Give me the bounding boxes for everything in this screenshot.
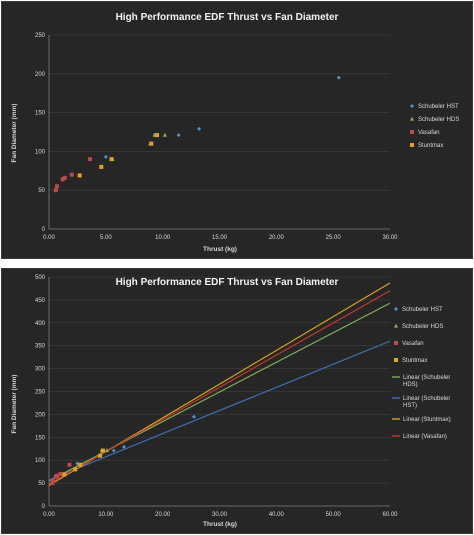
data-point — [162, 132, 167, 137]
y-tick-label: 100 — [35, 149, 46, 155]
data-point — [60, 177, 65, 182]
data-point — [58, 471, 63, 476]
data-point — [191, 414, 196, 419]
data-point — [103, 154, 108, 159]
chart-panel-top: High Performance EDF Thrust vs Fan Diame… — [1, 1, 473, 259]
data-point — [78, 462, 83, 467]
plot-area: 0 50 100 150 200 250 0.00 5.00 10.00 15.00 20.00 25… — [35, 33, 398, 241]
y-tick-label: 0 — [42, 227, 46, 233]
chart-top-svg: High Performance EDF Thrust vs Fan Diame… — [11, 12, 459, 253]
y-axis-title: Fan Diameter (mm) — [11, 104, 18, 163]
data-point — [54, 184, 59, 189]
data-point — [54, 473, 59, 478]
legend-label: Linear (Schubeler HST) — [403, 396, 450, 409]
chart-title: High Performance EDF Thrust vs Fan Diame… — [116, 277, 339, 288]
data-point — [154, 133, 159, 138]
chart-bottom-svg: High Performance EDF Thrust vs Fan Diame… — [11, 275, 451, 528]
chart-title: High Performance EDF Thrust vs Fan Diame… — [116, 12, 339, 23]
x-tick-label: 10.00 — [155, 235, 171, 241]
legend-label: Schubeler HST — [402, 307, 443, 313]
x-tick-label: 20.00 — [269, 235, 285, 241]
x-axis-title: Thrust (kg) — [203, 521, 237, 528]
data-point — [77, 173, 82, 178]
data-point — [336, 75, 341, 80]
x-tick-label: 40.00 — [269, 512, 285, 518]
data-point — [104, 448, 109, 453]
y-tick-label: 350 — [35, 344, 46, 350]
legend-label: Schubeler HDS — [418, 117, 459, 123]
y-tick-label: 200 — [35, 412, 46, 418]
x-tick-label: 10.00 — [98, 512, 114, 518]
y-tick-label: 200 — [35, 72, 46, 78]
x-tick-label: 60.00 — [382, 512, 398, 518]
data-point — [122, 444, 127, 449]
data-point — [53, 188, 58, 193]
data-point — [62, 175, 67, 180]
legend-label: Stuntmax — [418, 143, 443, 149]
data-point — [67, 462, 72, 467]
y-tick-label: 150 — [35, 435, 46, 441]
data-point — [50, 481, 55, 486]
legend-label: Vasafan — [418, 130, 440, 136]
y-tick-label: 500 — [35, 275, 46, 281]
data-point — [99, 164, 104, 169]
x-tick-label: 25.00 — [326, 235, 342, 241]
data-point — [149, 141, 154, 146]
legend-marker — [410, 116, 414, 121]
y-tick-label: 100 — [35, 458, 46, 464]
y-tick-label: 50 — [38, 188, 45, 194]
legend-label: Stuntmax — [402, 358, 427, 364]
data-point — [100, 448, 105, 453]
y-tick-label: 250 — [35, 33, 46, 39]
x-tick-label: 50.00 — [326, 512, 342, 518]
legend-label: Linear (Vasafan) — [403, 434, 447, 440]
legend-marker — [410, 130, 414, 134]
x-tick-label: 30.00 — [212, 512, 228, 518]
trendline — [48, 340, 391, 481]
x-tick-label: 0.00 — [43, 512, 55, 518]
x-tick-label: 15.00 — [212, 235, 228, 241]
y-tick-label: 250 — [35, 390, 46, 396]
y-axis-title: Fan Diameter (mm) — [11, 375, 18, 434]
x-tick-label: 20.00 — [155, 512, 171, 518]
data-point — [62, 472, 67, 477]
legend-marker — [410, 143, 414, 147]
y-tick-label: 400 — [35, 321, 46, 327]
data-point — [87, 157, 92, 162]
data-point — [111, 448, 116, 453]
y-tick-label: 450 — [35, 298, 46, 304]
data-point — [73, 467, 78, 472]
legend-label: Vasafan — [402, 341, 424, 347]
data-point — [176, 133, 181, 138]
data-point — [109, 157, 114, 162]
legend-marker — [394, 323, 398, 328]
legend: Schubeler HST Schubeler HDS Vasafan Stuntma… — [392, 307, 451, 440]
legend-marker — [394, 341, 398, 345]
x-tick-label: 5.00 — [100, 235, 112, 241]
y-tick-label: 50 — [38, 481, 45, 487]
x-tick-label: 0.00 — [43, 235, 55, 241]
legend: Schubeler HST Schubeler HDS Vasafan Stuntma… — [410, 104, 459, 149]
x-tick-label: 30.00 — [382, 235, 398, 241]
data-point — [197, 126, 202, 131]
chart-panel-bottom: High Performance EDF Thrust vs Fan Diame… — [1, 268, 473, 534]
data-point — [69, 172, 74, 177]
legend-marker — [394, 358, 398, 362]
legend-label: Linear (Schubeler HDS) — [403, 375, 450, 388]
data-point — [98, 453, 103, 458]
x-axis-title: Thrust (kg) — [203, 246, 237, 253]
legend-label: Linear (Stuntmax) — [403, 417, 451, 423]
y-tick-label: 150 — [35, 111, 46, 117]
y-tick-label: 0 — [42, 504, 46, 510]
legend-marker — [394, 307, 398, 311]
data-point — [50, 478, 55, 483]
legend-label: Schubeler HDS — [402, 324, 443, 330]
plot-area: 0 50 100 150 200 250 300 350 400 450 500 0.00 10.00 2… — [35, 275, 398, 518]
legend-label: Schubeler HST — [418, 104, 459, 110]
y-tick-label: 300 — [35, 367, 46, 373]
legend-marker — [410, 104, 414, 108]
